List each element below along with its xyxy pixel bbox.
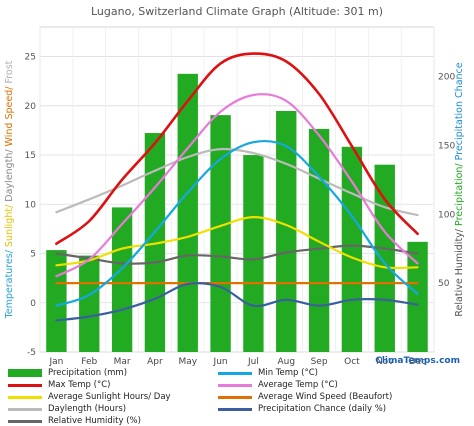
right-axis-label: Relative Humidity/ Precipitation/ Precip… xyxy=(454,62,465,316)
left-tick-label: 20 xyxy=(25,102,37,112)
precipitation-bar xyxy=(46,250,67,352)
axes: -5 0 5 10 15 20 25 50 100 150 200 Jan Feb Mar Apr May Ju… xyxy=(25,53,456,367)
precipitation-bar xyxy=(79,255,100,352)
right-tick-label: 200 xyxy=(438,73,455,83)
average-temp-c-line xyxy=(55,93,419,278)
x-tick-label: Mar xyxy=(114,357,131,367)
precipitation-chance-daily-legend-swatch xyxy=(218,408,252,411)
relative-humidity-line xyxy=(55,244,419,265)
chart-title: Lugano, Switzerland Climate Graph (Altit… xyxy=(91,5,383,18)
max-temp-c-line xyxy=(55,52,419,245)
axis-label-part: Daylength/ xyxy=(4,146,15,201)
climate-chart: Lugano, Switzerland Climate Graph (Altit… xyxy=(4,5,465,367)
precipitation-bar xyxy=(276,111,297,352)
relative-humidity-legend-swatch xyxy=(8,420,42,423)
left-tick-label: 25 xyxy=(25,53,36,63)
average-sunlight-hours-day-line xyxy=(55,215,419,270)
precipitation-bar xyxy=(374,164,395,352)
daylength-hours-legend-swatch xyxy=(8,408,42,411)
left-tick-label: -5 xyxy=(27,348,36,358)
precipitation-bar xyxy=(177,73,198,353)
x-tick-label: May xyxy=(178,357,197,367)
x-tick-label: Apr xyxy=(147,357,163,367)
x-tick-label: Dec xyxy=(409,357,426,367)
axis-label-part: Precipitation Chance xyxy=(454,62,465,160)
left-tick-label: 10 xyxy=(25,200,37,210)
left-tick-label: 0 xyxy=(30,299,36,309)
left-tick-label: 15 xyxy=(25,151,36,161)
x-tick-label: Jan xyxy=(48,357,63,367)
left-axis-label: Temperatures/ Sunlight/ Daylength/ Wind … xyxy=(4,60,15,319)
axis-label-part: Frost xyxy=(4,60,15,83)
x-tick-label: Oct xyxy=(344,357,360,367)
precipitation-bars xyxy=(46,73,428,353)
x-tick-label: Jun xyxy=(213,357,228,367)
x-tick-label: Jul xyxy=(247,357,259,367)
min-temp-c-line xyxy=(55,139,419,307)
series-lines xyxy=(55,52,419,322)
axis-label-part: Temperatures/ xyxy=(4,247,15,319)
precipitation-bar xyxy=(407,241,428,352)
daylength-hours-legend-label: Daylength (Hours) xyxy=(48,404,127,414)
right-tick-label: 150 xyxy=(438,141,455,151)
left-tick-label: 5 xyxy=(30,250,36,260)
axis-label-part: Relative Humidity/ xyxy=(454,226,465,317)
axis-label-part: Precipitation/ xyxy=(454,160,465,226)
precipitation-bar xyxy=(111,207,133,352)
right-tick-label: 100 xyxy=(438,210,455,220)
precipitation-bar xyxy=(308,128,330,352)
precipitation-bar xyxy=(243,155,264,352)
x-tick-label: Nov xyxy=(376,357,394,367)
precipitation-chance-daily-line xyxy=(55,282,419,322)
axis-label-part: Wind Speed/ xyxy=(4,84,15,147)
precipitation-bar xyxy=(341,146,363,352)
x-tick-label: Sep xyxy=(311,357,328,367)
x-tick-label: Aug xyxy=(277,357,295,367)
daylength-hours-line xyxy=(55,147,419,217)
precipitation-bar xyxy=(210,115,231,352)
axis-label-part: Sunlight/ xyxy=(4,202,15,247)
x-tick-label: Feb xyxy=(81,357,97,367)
brand-watermark: ClimaTemps.com xyxy=(375,356,460,366)
right-tick-label: 50 xyxy=(438,279,450,289)
relative-humidity-legend-label: Relative Humidity (%) xyxy=(48,416,141,426)
precipitation-chance-daily-legend-label: Precipitation Chance (daily %) xyxy=(258,404,387,414)
